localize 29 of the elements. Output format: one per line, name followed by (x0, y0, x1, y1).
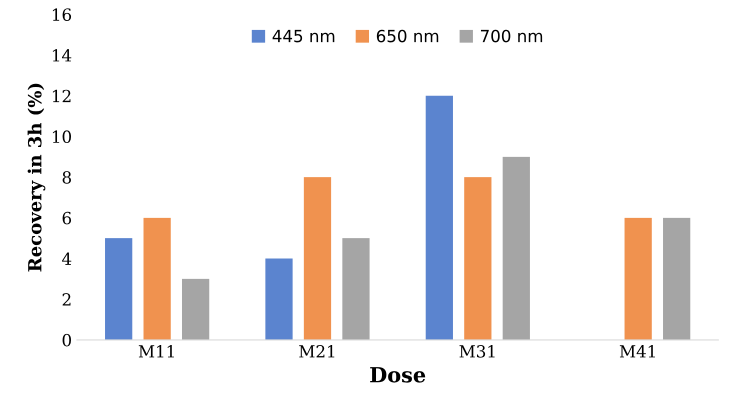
y-tick-label: 8 (62, 171, 71, 184)
y-tick-label: 12 (52, 90, 70, 102)
x-tick-label: M21 (299, 345, 334, 358)
bar (464, 177, 492, 340)
legend-label: 445 nm (272, 30, 334, 42)
x-tick-label: M11 (138, 345, 174, 358)
x-axis-title: Dose (370, 367, 426, 383)
bar (304, 177, 332, 340)
y-tick-label: 0 (62, 334, 71, 346)
y-tick-label: 16 (52, 8, 72, 21)
y-axis-title: Recovery in 3h (%) (28, 84, 46, 272)
x-tick-label: M41 (620, 345, 655, 358)
y-tick-label: 4 (62, 252, 72, 265)
bar (624, 218, 652, 340)
bar (144, 218, 171, 340)
bar (105, 238, 132, 340)
bar (342, 238, 370, 340)
y-tick-label: 2 (62, 293, 70, 306)
y-tick-label: 6 (62, 212, 72, 224)
legend-label: 650 nm (376, 30, 438, 42)
y-tick-label: 10 (52, 130, 71, 144)
bar (502, 156, 530, 340)
bar (265, 258, 293, 340)
legend-label: 700 nm (480, 30, 542, 42)
y-tick-label: 14 (52, 49, 72, 62)
bar (426, 96, 453, 340)
x-tick-label: M31 (460, 345, 495, 358)
bar (663, 218, 690, 340)
bar (182, 278, 210, 340)
